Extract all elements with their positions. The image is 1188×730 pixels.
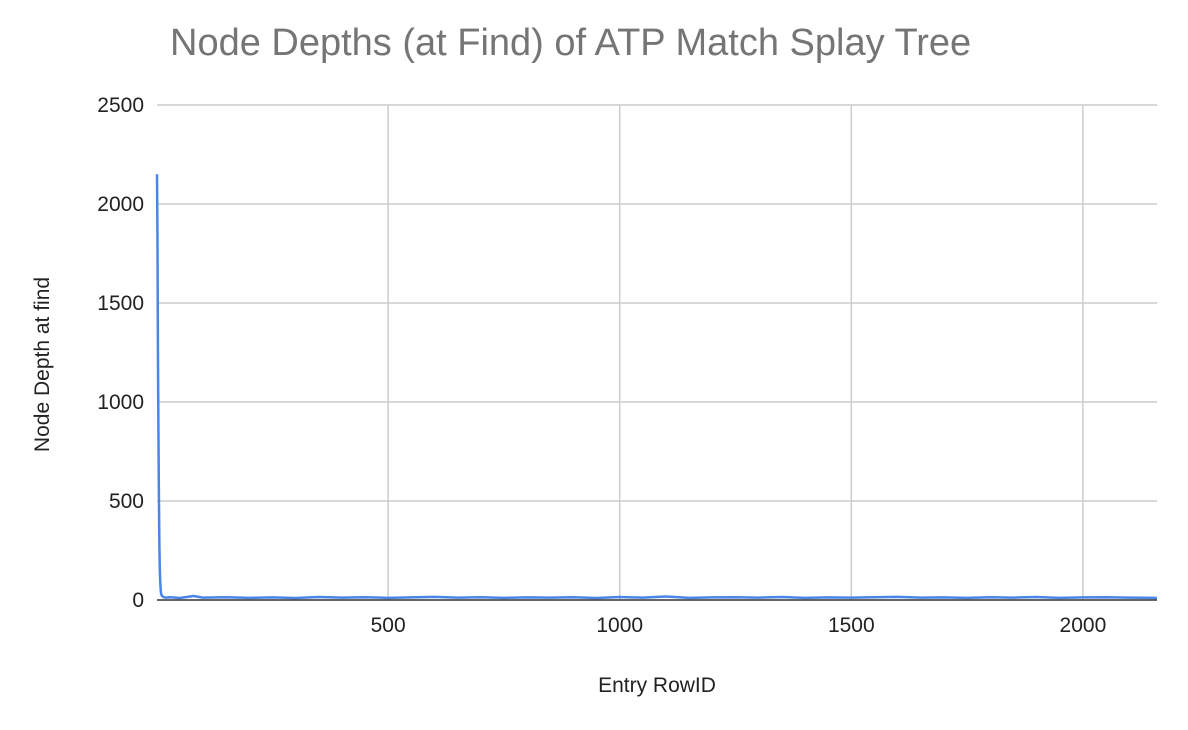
y-tick-label: 1500 (97, 292, 144, 315)
chart-title: Node Depths (at Find) of ATP Match Splay… (170, 22, 972, 64)
y-tick-label: 2000 (97, 193, 144, 216)
series-layer (155, 174, 1158, 600)
y-tick-label: 1000 (97, 391, 144, 414)
y-axis-label: Node Depth at find (31, 277, 54, 452)
series-line (155, 174, 1158, 600)
x-axis-label: Entry RowID (598, 674, 716, 697)
grid (157, 104, 1157, 600)
y-tick-label: 2500 (97, 94, 144, 117)
y-tick-label: 500 (109, 490, 144, 513)
tick-labels: 0 500 1000 1500 2000 2500 500 1000 1500 2000 (97, 94, 1106, 637)
x-tick-label: 1000 (596, 614, 643, 637)
x-tick-label: 1500 (828, 614, 875, 637)
x-tick-label: 2000 (1060, 614, 1107, 637)
y-tick-label: 0 (132, 589, 144, 612)
x-tick-label: 500 (371, 614, 406, 637)
